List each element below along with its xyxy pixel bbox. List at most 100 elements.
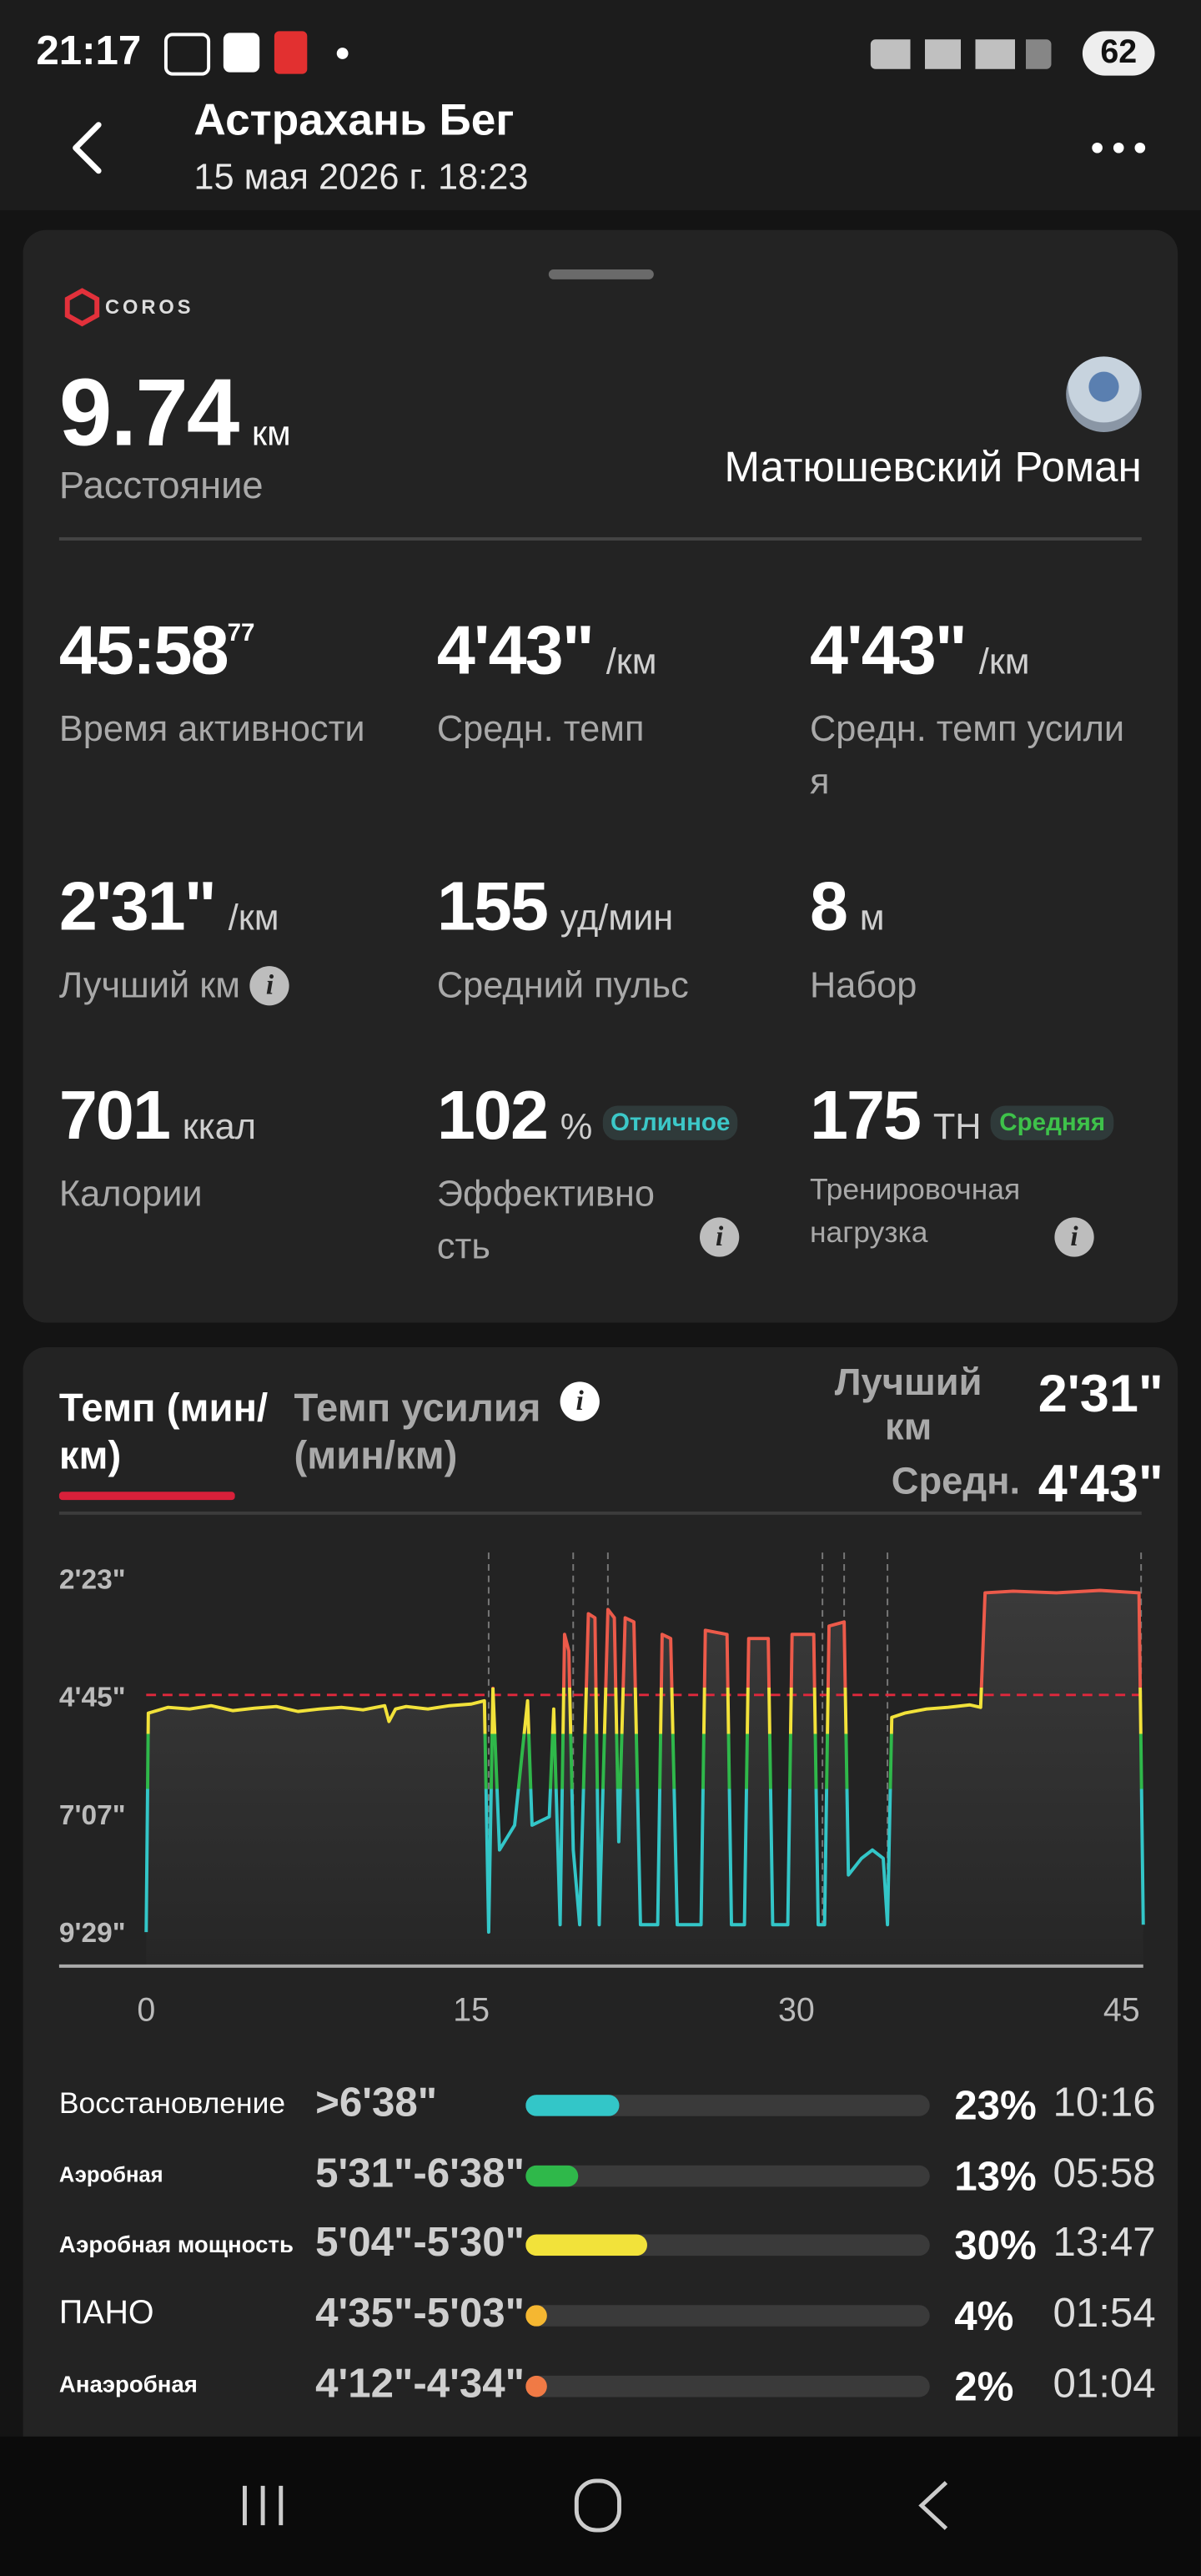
back-button[interactable] — [63, 115, 118, 181]
metric-unit: ТН — [932, 1105, 982, 1147]
metric-value: 45:58 — [58, 611, 229, 689]
metric: 701 ккал Калории — [59, 1076, 405, 1220]
info-icon[interactable]: i — [560, 1381, 600, 1421]
metric-label: Набор — [809, 964, 917, 1006]
nav-buttons[interactable] — [230, 2473, 969, 2538]
metric-value: 102 — [436, 1076, 549, 1154]
header-title: Астрахань Бег — [193, 95, 515, 145]
metric-label: Средн. темп — [436, 707, 645, 750]
metric: 8 м Набор — [810, 868, 1138, 1012]
zone-bar — [525, 2375, 547, 2397]
zone-row: Аэробная 5'31"-6'38" 13% 05:58 — [0, 2142, 1201, 2208]
x-tick-label: 45 — [1103, 1991, 1140, 2028]
zone-range: >6'38" — [315, 2080, 438, 2126]
line-area — [146, 1590, 1143, 1966]
zone-track — [525, 2375, 930, 2397]
distance-label: Расстояние — [58, 463, 264, 506]
zone-time: 01:54 — [1053, 2290, 1156, 2337]
pace-line — [144, 1588, 1145, 1935]
zone-row: Аэробная мощность 5'04"-5'30" 30% 13:47 — [0, 2212, 1201, 2278]
zone-name: Анаэробная — [58, 2371, 198, 2398]
metric-value-row: 155 уд/мин — [437, 868, 782, 947]
pace-chart: 2'23" 4'45" 7'07" 9'29" 0 15 30 45 — [58, 1552, 1145, 2028]
metric-value: 4'43" — [809, 611, 967, 689]
metric-unit: уд/мин — [560, 897, 674, 938]
zone-bar — [525, 2235, 647, 2257]
y-tick-label: 4'45" — [59, 1683, 126, 1713]
metric-unit: /км — [228, 897, 279, 938]
metric-badge: Средняя — [991, 1105, 1114, 1140]
status-icon — [163, 33, 211, 76]
metric-value-row: 2'31" /км — [59, 868, 405, 947]
metric-unit: /км — [978, 641, 1030, 682]
metric-value-row: 701 ккал — [59, 1076, 405, 1155]
status-time: 21:17 — [36, 28, 142, 74]
top-bar — [0, 0, 1201, 211]
zone-range: 4'12"-4'34" — [315, 2360, 525, 2407]
metric-badge: Отличное — [602, 1105, 739, 1140]
metric-unit: ккал — [182, 1105, 257, 1147]
metric-value-row: 45:5877 — [59, 611, 405, 691]
metric-label: Время активности — [58, 707, 365, 750]
battery: 62 — [1082, 31, 1155, 76]
summary-card — [23, 229, 1178, 1323]
zone-row: ПАНО 4'35"-5'03" 4% 01:54 — [0, 2282, 1201, 2348]
x-tick-label: 0 — [137, 1991, 155, 2028]
zone-percent: 2% — [954, 2363, 1014, 2410]
metric: 175 ТН Средняя Тренировочная нагрузка — [810, 1076, 1138, 1254]
divider — [58, 537, 1142, 541]
zone-bar — [525, 2095, 619, 2116]
zone-track — [525, 2235, 930, 2257]
distance-value: 9.74 — [58, 360, 239, 467]
info-icon[interactable]: i — [249, 966, 290, 1006]
metric-value: 2'31" — [58, 867, 217, 945]
metric-value: 8 — [809, 867, 848, 945]
metric-value: 4'43" — [436, 611, 595, 689]
zone-bar — [525, 2165, 579, 2186]
avg-label: Средн. — [891, 1458, 1021, 1502]
zone-name: Восстановление — [58, 2086, 286, 2121]
info-icon[interactable]: i — [1054, 1217, 1094, 1257]
metric-label: Средн. темп усилия — [809, 707, 1125, 802]
metric: 155 уд/мин Средний пульс — [437, 868, 782, 1012]
metric-label: Лучший км i — [59, 959, 405, 1012]
status-icon — [274, 31, 308, 74]
zone-name: Аэробная мощность — [58, 2231, 294, 2258]
avatar[interactable] — [1066, 356, 1142, 432]
zone-percent: 30% — [954, 2223, 1037, 2270]
distance-unit: км — [252, 415, 291, 454]
metric-value: 155 — [436, 867, 549, 945]
x-tick-label: 30 — [778, 1991, 815, 2028]
zone-time: 01:04 — [1053, 2360, 1156, 2407]
status-dot — [336, 48, 349, 59]
metric-value-row: 175 ТН Средняя — [810, 1076, 1138, 1155]
metric: 4'43" /км Средн. темп — [437, 611, 782, 756]
zone-name: Аэробная — [58, 2161, 163, 2187]
metric-value-row: 4'43" /км — [810, 611, 1138, 691]
metric-value: 175 — [809, 1076, 922, 1154]
metric-label: Калории — [58, 1173, 203, 1215]
drag-handle[interactable] — [548, 269, 654, 279]
zone-percent: 13% — [954, 2153, 1037, 2200]
zone-track — [525, 2305, 930, 2327]
status-icons — [870, 39, 1052, 69]
zone-track — [525, 2095, 930, 2116]
tab-active[interactable]: Темп (мин/км) — [58, 1386, 269, 1479]
athlete-name: Матюшевский Роман — [724, 441, 1142, 491]
zone-range: 5'04"-5'30" — [315, 2220, 525, 2267]
zone-row: Анаэробная 4'12"-4'34" 2% 01:04 — [0, 2352, 1201, 2418]
metric: 4'43" /км Средн. темп усилия — [810, 611, 1138, 808]
zone-time: 13:47 — [1053, 2220, 1156, 2267]
header-subtitle: 15 мая 2026 г. 18:23 — [193, 156, 529, 198]
metric-value: 701 — [58, 1076, 171, 1154]
metric-unit: % — [560, 1105, 593, 1147]
tab[interactable]: Темп усилия (мин/км) — [294, 1386, 541, 1479]
info-icon[interactable]: i — [700, 1217, 740, 1257]
more-button[interactable] — [1084, 132, 1150, 164]
brand-name: COROS — [105, 295, 194, 319]
zone-range: 4'35"-5'03" — [315, 2290, 525, 2337]
zone-time: 10:16 — [1053, 2080, 1156, 2126]
metric-label: Тренировочная нагрузка — [809, 1173, 1021, 1249]
